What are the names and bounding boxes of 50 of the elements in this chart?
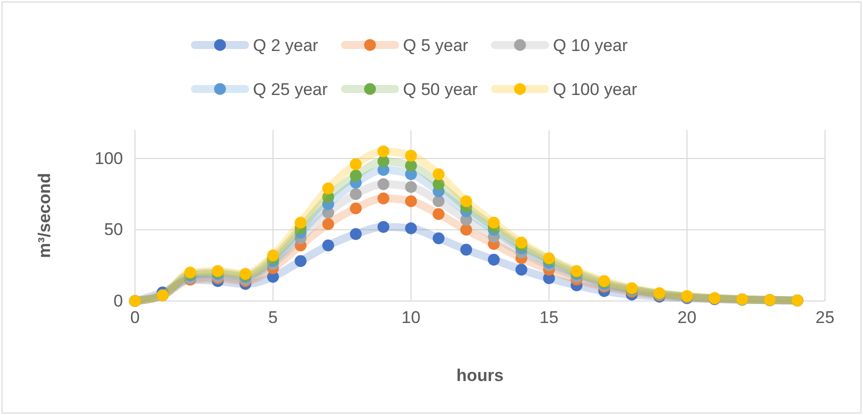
point	[515, 264, 528, 276]
legend-label: Q 5 year	[403, 36, 469, 55]
point	[460, 224, 472, 236]
legend-label: Q 50 year	[403, 80, 478, 99]
legend-label: Q 2 year	[253, 36, 319, 55]
point	[294, 255, 307, 268]
x-axis-title: hours	[456, 366, 504, 385]
point	[350, 170, 362, 182]
point	[432, 178, 445, 190]
y-tick-label: 100	[94, 148, 123, 168]
point	[294, 216, 307, 229]
point	[432, 168, 445, 180]
point	[267, 249, 279, 262]
x-tick-label: 20	[678, 308, 696, 328]
legend-label: Q 100 year	[553, 80, 638, 99]
legend-label: Q 10 year	[553, 36, 628, 55]
point	[405, 181, 417, 193]
point	[515, 236, 528, 248]
point	[350, 158, 362, 170]
point	[405, 160, 417, 172]
point	[488, 216, 500, 229]
point	[405, 195, 417, 208]
point	[432, 195, 445, 208]
point	[432, 232, 445, 244]
point	[377, 155, 390, 168]
point	[377, 192, 390, 204]
point	[460, 195, 472, 208]
point	[377, 145, 390, 158]
point	[488, 254, 500, 266]
y-tick-label: 50	[104, 220, 123, 240]
y-axis-title: m³/second	[35, 172, 54, 258]
point	[350, 188, 362, 200]
point	[350, 202, 362, 214]
point	[405, 150, 417, 162]
point	[377, 220, 390, 233]
x-tick-label: 0	[130, 308, 140, 328]
point	[322, 182, 334, 194]
point	[460, 244, 472, 256]
legend-label: Q 25 year	[253, 80, 328, 99]
point	[377, 178, 390, 190]
point	[405, 222, 417, 234]
x-tick-label: 15	[540, 308, 558, 328]
y-tick-label: 0	[114, 291, 123, 310]
x-tick-label: 10	[402, 308, 420, 328]
point	[322, 218, 334, 230]
x-tick-label: 25	[816, 308, 834, 328]
point	[350, 228, 362, 240]
x-tick-label: 5	[268, 308, 278, 328]
point	[432, 208, 445, 220]
point	[322, 240, 334, 252]
